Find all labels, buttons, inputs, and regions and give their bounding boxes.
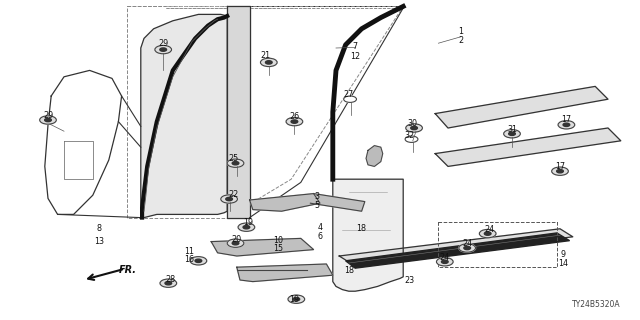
Circle shape [405, 136, 418, 142]
Circle shape [260, 58, 277, 67]
Circle shape [266, 61, 272, 64]
Text: 3: 3 [314, 192, 319, 201]
Polygon shape [227, 6, 250, 218]
Text: 24: 24 [484, 225, 495, 234]
Circle shape [45, 118, 51, 122]
Text: 30: 30 [408, 119, 418, 128]
Text: TY24B5320A: TY24B5320A [572, 300, 621, 309]
Polygon shape [346, 233, 570, 268]
Circle shape [558, 121, 575, 129]
Circle shape [238, 223, 255, 231]
Text: 12: 12 [350, 52, 360, 61]
Circle shape [232, 242, 239, 245]
Circle shape [40, 116, 56, 124]
Text: 20: 20 [232, 235, 242, 244]
Text: 28: 28 [166, 276, 176, 284]
Circle shape [155, 45, 172, 54]
Text: 23: 23 [404, 276, 415, 285]
Circle shape [286, 117, 303, 126]
Polygon shape [310, 194, 365, 211]
Text: 16: 16 [184, 255, 194, 264]
Circle shape [227, 239, 244, 247]
Text: 8: 8 [97, 224, 102, 233]
Circle shape [288, 295, 305, 303]
Circle shape [411, 126, 417, 130]
Text: 18: 18 [344, 266, 354, 275]
Circle shape [406, 124, 422, 132]
Text: 6: 6 [317, 232, 323, 241]
Text: 21: 21 [260, 52, 271, 60]
Polygon shape [237, 264, 333, 282]
Circle shape [221, 195, 237, 203]
Circle shape [226, 197, 232, 201]
Circle shape [484, 232, 491, 235]
Text: 1: 1 [458, 28, 463, 36]
Circle shape [557, 170, 563, 173]
Circle shape [459, 244, 476, 252]
Circle shape [291, 120, 298, 123]
Text: 17: 17 [555, 162, 565, 171]
Polygon shape [435, 128, 621, 166]
Text: 19: 19 [289, 295, 300, 304]
Polygon shape [366, 146, 383, 166]
Circle shape [165, 282, 172, 285]
Text: FR.: FR. [118, 265, 136, 276]
Circle shape [232, 162, 239, 165]
Polygon shape [435, 86, 608, 128]
Text: 18: 18 [356, 224, 367, 233]
Text: 17: 17 [561, 116, 572, 124]
Polygon shape [250, 194, 320, 211]
Circle shape [436, 258, 453, 266]
Circle shape [479, 229, 496, 238]
Text: 15: 15 [273, 244, 284, 253]
Circle shape [243, 226, 250, 229]
Text: 14: 14 [558, 260, 568, 268]
Text: 27: 27 [344, 90, 354, 99]
Circle shape [442, 260, 448, 263]
Text: 11: 11 [184, 247, 194, 256]
Circle shape [504, 130, 520, 138]
Text: 9: 9 [561, 250, 566, 259]
Text: 32: 32 [404, 132, 415, 140]
Circle shape [195, 259, 202, 262]
Text: 5: 5 [314, 201, 319, 210]
Circle shape [227, 159, 244, 167]
Text: 7: 7 [353, 42, 358, 51]
Text: 4: 4 [317, 223, 323, 232]
Text: 24: 24 [440, 253, 450, 262]
Text: 29: 29 [43, 111, 53, 120]
Polygon shape [339, 229, 573, 264]
Text: 29: 29 [158, 39, 168, 48]
Polygon shape [211, 238, 314, 256]
Text: 24: 24 [462, 239, 472, 248]
Polygon shape [333, 179, 403, 291]
Polygon shape [141, 14, 227, 218]
Text: 10: 10 [273, 236, 284, 245]
Circle shape [464, 246, 470, 250]
Circle shape [190, 257, 207, 265]
Text: 31: 31 [507, 125, 517, 134]
Circle shape [293, 298, 300, 301]
Text: 25: 25 [228, 154, 239, 163]
Circle shape [563, 123, 570, 126]
Circle shape [552, 167, 568, 175]
Text: 22: 22 [228, 190, 239, 199]
Circle shape [160, 48, 166, 51]
Circle shape [160, 279, 177, 287]
Text: 19: 19 [243, 218, 253, 227]
Text: 26: 26 [289, 112, 300, 121]
Circle shape [344, 96, 356, 102]
Circle shape [509, 132, 515, 135]
Text: 13: 13 [94, 237, 104, 246]
Text: 2: 2 [458, 36, 463, 45]
